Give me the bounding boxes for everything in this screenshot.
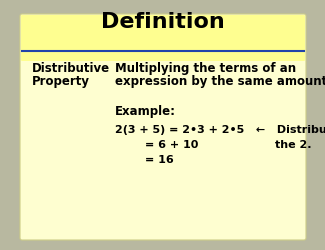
Text: Example:: Example: — [115, 104, 176, 118]
Text: = 6 + 10: = 6 + 10 — [145, 140, 198, 149]
Text: Distributive: Distributive — [32, 62, 110, 75]
Text: 2(3 + 5) = 2•3 + 2•5   ←   Distributing: 2(3 + 5) = 2•3 + 2•5 ← Distributing — [115, 124, 325, 134]
Text: expression by the same amount.: expression by the same amount. — [115, 75, 325, 88]
FancyBboxPatch shape — [20, 15, 306, 240]
Text: Multiplying the terms of an: Multiplying the terms of an — [115, 62, 296, 75]
FancyBboxPatch shape — [21, 16, 305, 62]
Text: = 16: = 16 — [145, 154, 174, 164]
Text: the 2.: the 2. — [275, 140, 311, 149]
Text: Property: Property — [32, 75, 90, 88]
Text: Definition: Definition — [101, 12, 225, 32]
